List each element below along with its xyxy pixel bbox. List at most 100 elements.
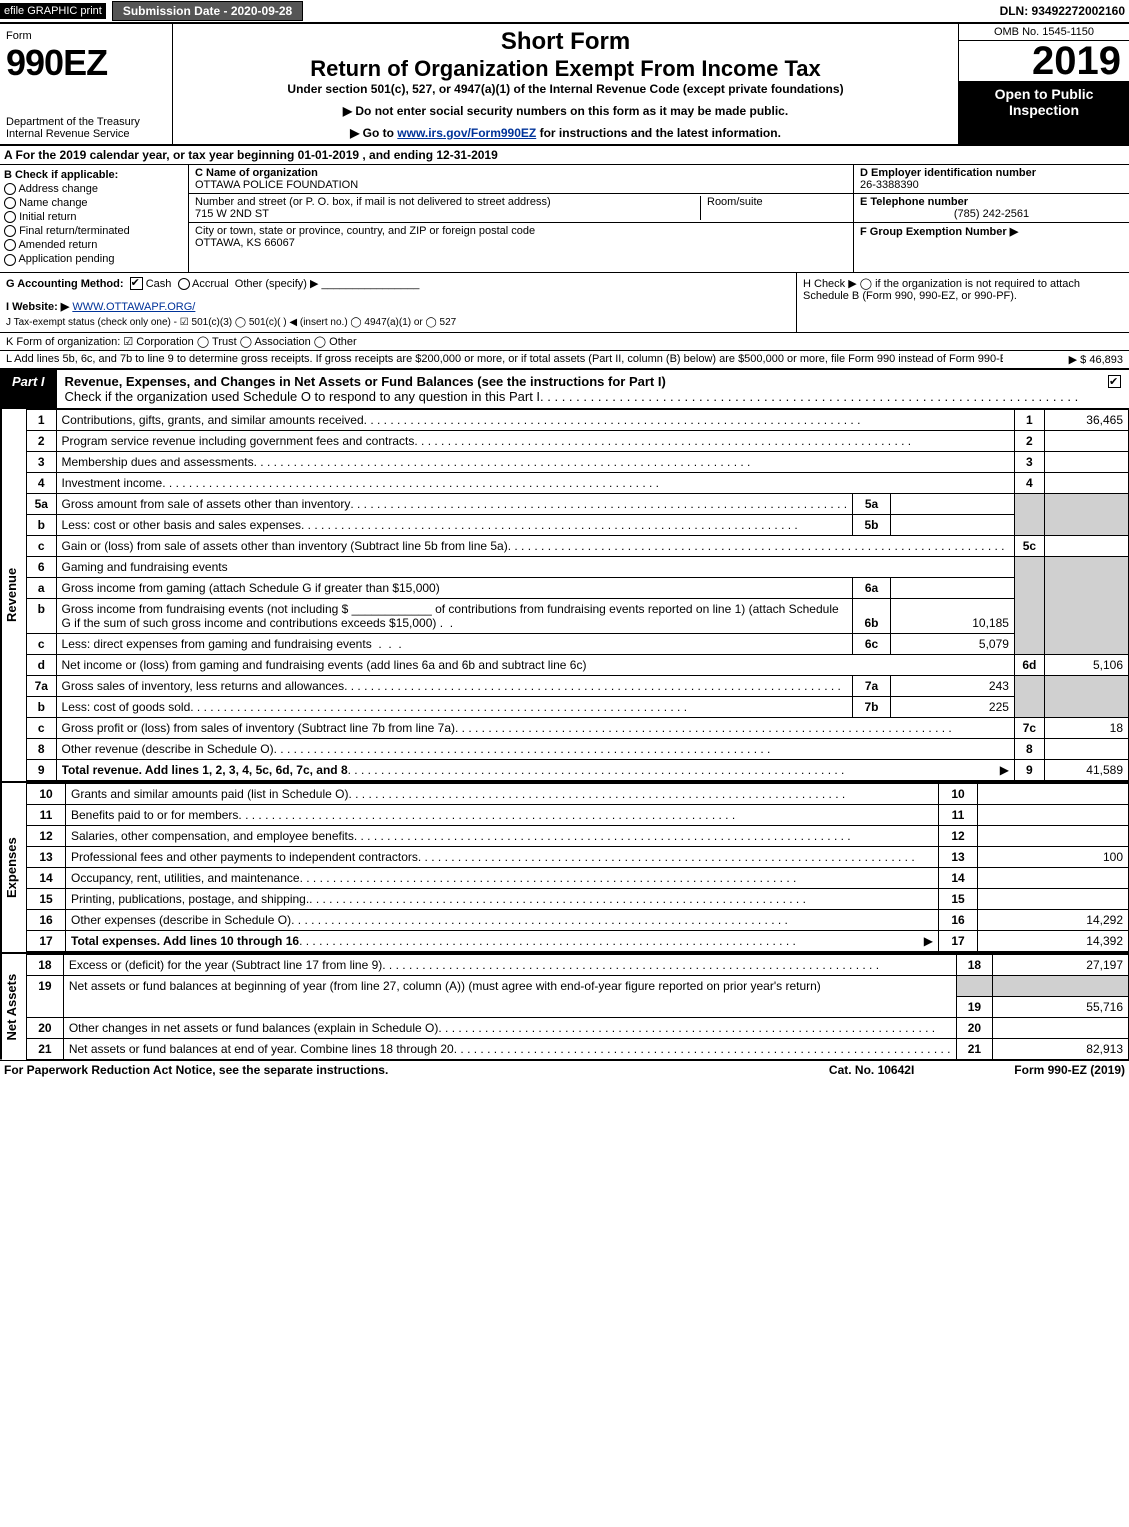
line-19-value: 55,716: [993, 996, 1129, 1017]
website-link[interactable]: WWW.OTTAWAPF.ORG/: [72, 301, 195, 313]
no-ssn-notice: ▶ Do not enter social security numbers o…: [183, 104, 948, 118]
form-ref: Form 990-EZ (2019): [1014, 1063, 1125, 1077]
row-l-gross-receipts: L Add lines 5b, 6c, and 7b to line 9 to …: [0, 351, 1129, 370]
chk-address-change[interactable]: Address change: [4, 183, 184, 195]
chk-application-pending[interactable]: Application pending: [4, 253, 184, 265]
chk-name-change[interactable]: Name change: [4, 197, 184, 209]
row-a-period: A For the 2019 calendar year, or tax yea…: [0, 146, 1129, 165]
net-assets-label: Net Assets: [0, 954, 26, 1060]
line-16-value: 14,292: [978, 910, 1129, 931]
form-number: Form 990EZ: [6, 28, 166, 84]
line-6d-value: 5,106: [1044, 655, 1128, 676]
info-block: B Check if applicable: Address change Na…: [0, 165, 1129, 273]
line-16: 16 Other expenses (describe in Schedule …: [27, 910, 1129, 931]
part-1-checkbox[interactable]: [1100, 370, 1129, 408]
chk-initial-return[interactable]: Initial return: [4, 211, 184, 223]
tax-year: 2019: [959, 41, 1129, 82]
org-name-row: C Name of organization OTTAWA POLICE FOU…: [189, 165, 853, 194]
submission-date-button[interactable]: Submission Date - 2020-09-28: [112, 1, 303, 21]
chk-amended-return[interactable]: Amended return: [4, 239, 184, 251]
line-7c-value: 18: [1044, 718, 1128, 739]
part-1-tag: Part I: [0, 370, 57, 408]
form-990ez: 990EZ: [6, 42, 107, 83]
line-21: 21 Net assets or fund balances at end of…: [27, 1038, 1129, 1059]
open-public-inspection: Open to Public Inspection: [959, 82, 1129, 144]
phone-value: (785) 242-2561: [860, 208, 1123, 220]
line-2: 2 Program service revenue including gove…: [27, 431, 1129, 452]
net-assets-section: Net Assets 18 Excess or (deficit) for th…: [0, 954, 1129, 1061]
line-1-value: 36,465: [1044, 410, 1128, 431]
group-exemption-block: F Group Exemption Number ▶: [854, 223, 1129, 240]
line-14: 14 Occupancy, rent, utilities, and maint…: [27, 868, 1129, 889]
part-1-title: Revenue, Expenses, and Changes in Net As…: [57, 370, 1100, 408]
line-12: 12 Salaries, other compensation, and emp…: [27, 826, 1129, 847]
line-21-value: 82,913: [993, 1038, 1129, 1059]
line-7a: 7a Gross sales of inventory, less return…: [27, 676, 1129, 697]
header-center: Short Form Return of Organization Exempt…: [173, 24, 958, 144]
line-7b: b Less: cost of goods sold 7b 225: [27, 697, 1129, 718]
expenses-section: Expenses 10 Grants and similar amounts p…: [0, 783, 1129, 954]
section-b-checkboxes: B Check if applicable: Address change Na…: [0, 165, 189, 272]
section-c-org-info: C Name of organization OTTAWA POLICE FOU…: [189, 165, 853, 272]
dept-treasury: Department of the Treasury Internal Reve…: [6, 116, 166, 140]
line-4: 4 Investment income 4: [27, 473, 1129, 494]
irs-link[interactable]: www.irs.gov/Form990EZ: [397, 126, 536, 140]
line-18-value: 27,197: [993, 955, 1129, 976]
line-9-value: 41,589: [1044, 760, 1128, 781]
phone-block: E Telephone number (785) 242-2561: [854, 194, 1129, 223]
top-bar: efile GRAPHIC print Submission Date - 20…: [0, 0, 1129, 24]
line-18: 18 Excess or (deficit) for the year (Sub…: [27, 955, 1129, 976]
line-8: 8 Other revenue (describe in Schedule O)…: [27, 739, 1129, 760]
revenue-label: Revenue: [0, 409, 26, 781]
return-title: Return of Organization Exempt From Incom…: [183, 56, 948, 82]
form-header: Form 990EZ Department of the Treasury In…: [0, 24, 1129, 146]
ein-value: 26-3388390: [860, 179, 919, 191]
ein-block: D Employer identification number 26-3388…: [854, 165, 1129, 194]
line-9: 9 Total revenue. Add lines 1, 2, 3, 4, 5…: [27, 760, 1129, 781]
section-def: D Employer identification number 26-3388…: [853, 165, 1129, 272]
org-city-row: City or town, state or province, country…: [189, 223, 853, 251]
line-5b: b Less: cost or other basis and sales ex…: [27, 515, 1129, 536]
line-17: 17 Total expenses. Add lines 10 through …: [27, 931, 1129, 952]
row-gh: G Accounting Method: Cash Accrual Other …: [0, 273, 1129, 334]
line-19b: 19 55,716: [27, 996, 1129, 1017]
line-20: 20 Other changes in net assets or fund b…: [27, 1017, 1129, 1038]
org-address-row: Number and street (or P. O. box, if mail…: [189, 194, 853, 223]
line-5c: c Gain or (loss) from sale of assets oth…: [27, 536, 1129, 557]
line-19: 19 Net assets or fund balances at beginn…: [27, 976, 1129, 997]
row-h-schedule-b: H Check ▶ ◯ if the organization is not r…: [796, 273, 1129, 333]
goto-instructions: ▶ Go to www.irs.gov/Form990EZ for instru…: [183, 126, 948, 140]
net-assets-table: 18 Excess or (deficit) for the year (Sub…: [26, 954, 1129, 1060]
chk-final-return[interactable]: Final return/terminated: [4, 225, 184, 237]
row-i-website: I Website: ▶ WWW.OTTAWAPF.ORG/: [6, 300, 790, 313]
line-3: 3 Membership dues and assessments 3: [27, 452, 1129, 473]
dln-label: DLN: 93492272002160: [1000, 4, 1129, 18]
revenue-section: Revenue 1 Contributions, gifts, grants, …: [0, 409, 1129, 783]
chk-accrual[interactable]: [178, 278, 190, 290]
org-address: 715 W 2ND ST: [195, 208, 269, 220]
line-6: 6 Gaming and fundraising events: [27, 557, 1129, 578]
room-suite-label: Room/suite: [700, 196, 847, 220]
line-6d: d Net income or (loss) from gaming and f…: [27, 655, 1129, 676]
efile-text: efile GRAPHIC print: [4, 5, 102, 17]
catalog-number: Cat. No. 10642I: [829, 1063, 914, 1077]
line-6b-value: 10,185: [890, 599, 1014, 634]
line-1: 1 Contributions, gifts, grants, and simi…: [27, 410, 1129, 431]
line-7c: c Gross profit or (loss) from sales of i…: [27, 718, 1129, 739]
page-footer: For Paperwork Reduction Act Notice, see …: [0, 1061, 1129, 1079]
form-word: Form: [6, 30, 32, 42]
line-6c-value: 5,079: [890, 634, 1014, 655]
expenses-label: Expenses: [0, 783, 26, 952]
row-j-tax-exempt: J Tax-exempt status (check only one) - ☑…: [6, 317, 790, 328]
expenses-table: 10 Grants and similar amounts paid (list…: [26, 783, 1129, 952]
org-city: OTTAWA, KS 66067: [195, 237, 295, 249]
line-6b: b Gross income from fundraising events (…: [27, 599, 1129, 634]
chk-cash[interactable]: [130, 277, 143, 290]
line-7b-value: 225: [890, 697, 1014, 718]
short-form-title: Short Form: [183, 28, 948, 56]
row-k-form-org: K Form of organization: ☑ Corporation ◯ …: [0, 333, 1129, 351]
line-5a: 5a Gross amount from sale of assets othe…: [27, 494, 1129, 515]
line-11: 11 Benefits paid to or for members 11: [27, 805, 1129, 826]
org-name: OTTAWA POLICE FOUNDATION: [195, 179, 358, 191]
line-6a: a Gross income from gaming (attach Sched…: [27, 578, 1129, 599]
